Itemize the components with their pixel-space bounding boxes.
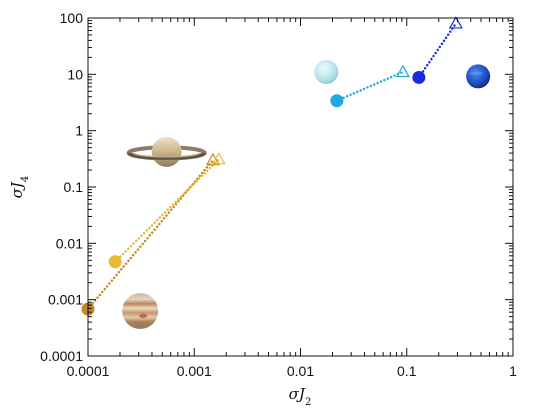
x-tick-label: 0.0001 [67, 363, 110, 379]
uranus-icon [314, 60, 339, 85]
neptune-circle-point [412, 70, 426, 84]
planet-images [122, 60, 491, 329]
data-markers [81, 16, 463, 316]
connector-lines [88, 22, 458, 311]
y-tick-label: 100 [60, 10, 84, 26]
x-tick-label: 0.1 [397, 363, 417, 379]
neptune-connector-line [417, 22, 458, 79]
saturn-triangle-point [211, 152, 226, 165]
uranus-circle-point [330, 94, 344, 108]
x-axis-label: σJ2 [289, 385, 312, 408]
uranus-triangle-point [395, 64, 410, 78]
saturn-circle-point [108, 255, 122, 269]
x-tick-label: 0.001 [177, 363, 212, 379]
jupiter-icon [122, 292, 159, 329]
saturn-icon [126, 136, 207, 167]
y-axis-ticks: 0.0001 0.001 0.01 0.1 1 10 100 [40, 10, 513, 364]
y-tick-label: 0.01 [56, 235, 83, 251]
neptune-triangle-point [448, 16, 463, 29]
y-tick-label: 1 [75, 123, 83, 139]
saturn-connector-line [113, 158, 220, 264]
uranus-connector-line [335, 70, 405, 102]
y-tick-label: 0.0001 [40, 348, 83, 364]
x-axis-ticks: 0.0001 0.001 0.01 0.1 1 [67, 18, 517, 379]
y-tick-label: 0.1 [64, 179, 84, 195]
y-tick-label: 10 [67, 66, 83, 82]
x-tick-label: 1 [509, 363, 517, 379]
jupiter-connector-line [88, 158, 215, 311]
neptune-icon [466, 64, 491, 89]
y-axis-label: σJ4 [8, 176, 31, 199]
x-tick-label: 0.01 [287, 363, 314, 379]
y-tick-label: 0.001 [48, 292, 83, 308]
